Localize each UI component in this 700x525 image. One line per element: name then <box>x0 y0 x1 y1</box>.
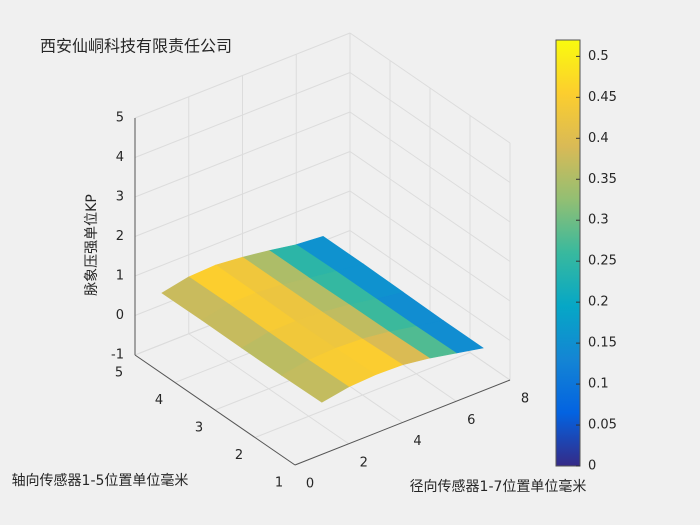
z-tick-label: 2 <box>116 229 124 244</box>
x-tick-label: 4 <box>413 434 421 449</box>
y-tick-label: 2 <box>235 448 243 463</box>
colorbar <box>555 39 581 467</box>
x-tick-label: 8 <box>521 392 529 407</box>
z-axis-label: 脉象压强单位KP <box>84 194 100 296</box>
colorbar-tick-label: 0.4 <box>588 131 609 146</box>
grid-line <box>349 230 511 341</box>
y-tick-label: 3 <box>195 421 203 436</box>
colorbar-tick-label: 0.3 <box>588 213 609 228</box>
y-axis-line <box>134 354 296 466</box>
grid-line <box>254 352 471 438</box>
z-tick-label: 5 <box>116 111 124 126</box>
colorbar-tick-label: 0.45 <box>588 90 617 105</box>
grid-line <box>134 151 351 237</box>
colorbar-tick-label: 0.2 <box>588 295 609 310</box>
grid-line <box>134 72 351 158</box>
z-tick-label: 4 <box>116 150 124 165</box>
colorbar-tick-label: 0.5 <box>588 49 609 64</box>
colorbar-tick-label: 0 <box>588 459 596 474</box>
x-axis-line <box>294 379 511 466</box>
z-tick-label: 1 <box>116 269 124 284</box>
grid-line <box>349 111 511 223</box>
colorbar-tick-label: 0.15 <box>588 336 617 351</box>
grid-line <box>349 151 511 262</box>
x-tick-label: 0 <box>306 477 314 492</box>
y-tick-label: 5 <box>115 366 123 381</box>
grid-line <box>349 190 511 302</box>
grid-line <box>134 32 351 119</box>
surface-patch <box>281 359 350 403</box>
grid-line <box>134 111 351 198</box>
z-tick-label: 3 <box>116 190 124 205</box>
y-axis-label: 轴向传感器1-5位置单位毫米 <box>12 472 189 489</box>
x-axis-label: 径向传感器1-7位置单位毫米 <box>410 478 587 495</box>
grid-line <box>349 72 511 183</box>
colorbar-tick-label: 0.05 <box>588 418 617 433</box>
y-tick-label: 4 <box>155 393 163 408</box>
colorbar-tick-label: 0.25 <box>588 254 617 269</box>
y-tick-label: 1 <box>275 476 283 491</box>
x-tick-label: 6 <box>467 413 475 428</box>
z-tick-label: -1 <box>111 348 124 363</box>
chart-title: 西安仙峒科技有限责任公司 <box>40 37 232 56</box>
z-tick-label: 0 <box>116 308 124 323</box>
x-tick-label: 2 <box>360 455 368 470</box>
grid-line <box>134 190 351 277</box>
grid-line <box>349 32 511 144</box>
colorbar-tick-label: 0.1 <box>588 377 609 392</box>
colorbar-tick-label: 0.35 <box>588 172 617 187</box>
